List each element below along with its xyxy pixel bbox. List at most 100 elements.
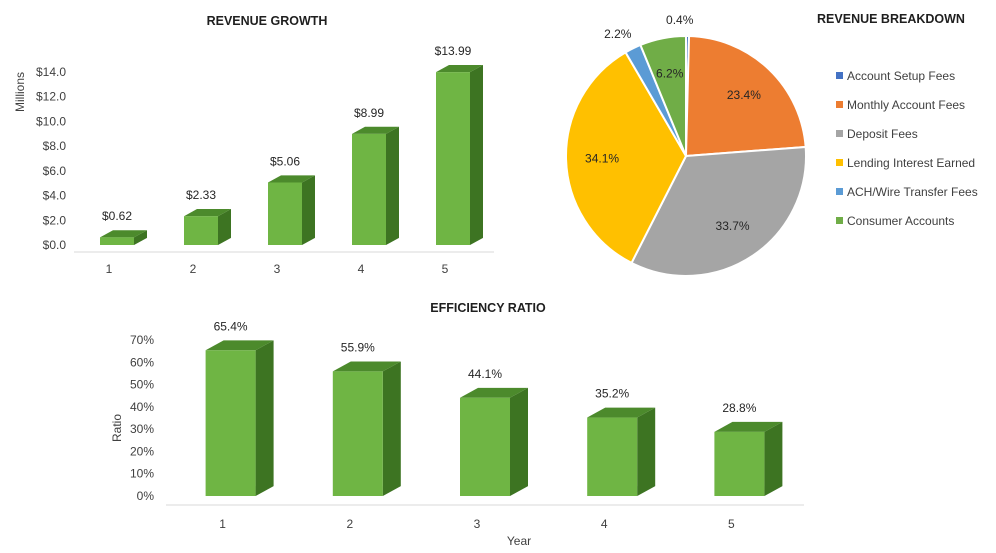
bar [352,126,399,245]
bar-front [714,431,765,496]
bar-side [510,387,528,496]
y-tick-label: 20% [130,444,154,458]
legend-swatch [836,72,843,79]
bar [332,361,401,496]
y-tick-label: $10.0 [36,114,66,128]
bar [587,407,656,496]
legend-label: Consumer Accounts [847,214,954,228]
y-tick-label: 0% [137,489,155,503]
data-label: 28.8% [722,401,756,415]
x-tick-label: 2 [346,517,353,531]
bar-top [587,407,656,418]
pie-data-label: 33.7% [716,219,750,233]
bar [436,64,483,246]
legend-label: Deposit Fees [847,127,918,141]
bar-front [268,182,302,245]
bar-front [332,371,383,496]
bar-front [460,397,510,496]
legend-label: ACH/Wire Transfer Fees [847,185,978,199]
data-label: 55.9% [341,341,375,355]
pie-data-label: 2.2% [604,27,632,41]
revenue-growth-chart: REVENUE GROWTH Millions $0.0 $2.0 $4.0 $6.0… [13,14,494,276]
y-tick-label: 10% [130,467,154,481]
bar-side [386,126,399,245]
bar-top [352,126,399,134]
bar [205,340,274,496]
revenue-growth-title: REVENUE GROWTH [207,14,328,28]
x-tick-label: 2 [190,262,197,276]
data-label: $8.99 [354,106,384,120]
data-label: $13.99 [435,44,472,58]
bar-side [255,340,274,496]
pie-slice [684,35,807,158]
legend-label: Lending Interest Earned [847,156,975,170]
bar-front [205,350,256,496]
legend-label: Account Setup Fees [847,69,955,83]
x-tick-label: 5 [728,517,735,531]
bar-top [205,340,274,351]
x-tick-label: 4 [358,262,365,276]
x-tick-label: 3 [474,517,481,531]
data-label: 65.4% [214,319,248,333]
bar-top [332,361,401,372]
y-tick-label: 70% [130,333,154,347]
legend-swatch [836,101,843,108]
efficiency-ratio-y-axis-title: Ratio [110,414,124,442]
pie-data-label: 34.1% [585,151,619,165]
efficiency-ratio-chart: EFFICIENCY RATIO Ratio Year 0% 10% 20% 30% 4… [110,301,804,548]
bar-side [470,64,483,245]
pie-data-label: 6.2% [656,67,684,81]
efficiency-ratio-x-axis-title: Year [507,534,531,548]
bar-side [134,230,147,245]
bar [268,175,315,245]
y-tick-label: $0.0 [43,238,67,252]
legend-label: Monthly Account Fees [847,98,965,112]
data-label: 35.2% [595,387,629,401]
bar-top [460,387,528,398]
pie-data-label: 0.4% [666,13,694,27]
bar-front [100,237,134,245]
revenue-breakdown-chart: REVENUE BREAKDOWN 0.4% 23.4% 33.7% 34.1% 2.2… [565,12,978,277]
y-tick-label: 40% [130,400,154,414]
bar-side [382,361,401,496]
y-tick-label: 50% [130,378,154,392]
bar [184,209,231,245]
legend-swatch [836,130,843,137]
y-tick-label: 60% [130,355,154,369]
data-label: 44.1% [468,367,502,381]
bar-side [637,407,656,496]
bar-side [764,421,783,496]
x-tick-label: 1 [106,262,113,276]
bar-top [268,175,315,183]
bar-top [184,209,231,217]
efficiency-ratio-title: EFFICIENCY RATIO [430,301,546,315]
bar-side [302,175,315,245]
legend-swatch [836,217,843,224]
y-tick-label: $6.0 [43,164,67,178]
bar-top [100,230,147,238]
y-tick-label: $8.0 [43,139,67,153]
x-tick-label: 5 [442,262,449,276]
x-tick-label: 4 [601,517,608,531]
bar-front [587,417,638,496]
data-label: $5.06 [270,154,300,168]
bar [100,230,147,245]
pie-slice [639,34,687,157]
data-label: $2.33 [186,188,216,202]
x-tick-label: 1 [219,517,226,531]
y-tick-label: $12.0 [36,90,66,104]
bar-front [352,133,386,245]
bar [460,387,528,496]
revenue-growth-y-axis-title: Millions [13,72,27,112]
y-tick-label: 30% [130,422,154,436]
x-tick-label: 3 [274,262,281,276]
y-tick-label: $2.0 [43,213,67,227]
bar [714,421,783,496]
bar-top [714,421,783,432]
bar-side [218,209,231,245]
data-label: $0.62 [102,209,132,223]
bar-front [436,72,470,246]
y-tick-label: $4.0 [43,189,67,203]
legend-swatch [836,188,843,195]
